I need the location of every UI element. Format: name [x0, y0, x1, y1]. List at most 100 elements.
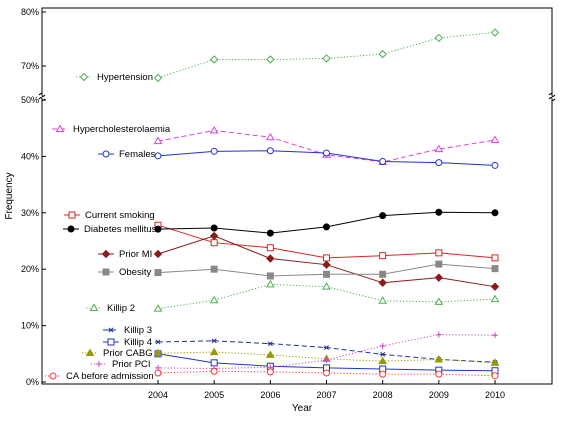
y-tick-label-lower: 0% — [26, 377, 39, 387]
y-tick-label-lower: 50% — [21, 95, 39, 105]
series-label-obesity: Obesity — [98, 267, 151, 278]
series-label-prior-mi: Prior MI — [98, 249, 152, 260]
data-point-diabetes-mellitus — [266, 229, 274, 237]
plot-border — [41, 7, 553, 385]
data-point-diabetes-mellitus — [491, 209, 499, 217]
data-point-females — [154, 152, 162, 160]
data-point-diabetes-mellitus — [210, 224, 218, 232]
legend-marker-killip-4 — [107, 338, 115, 346]
legend-marker-hypertension — [79, 72, 89, 82]
series-label-text-hypertension: Hypertension — [97, 72, 153, 83]
series-label-diabetes-mellitus: Diabetes mellitus — [63, 224, 157, 235]
series-label-text-current-smoking: Current smoking — [85, 210, 155, 221]
data-point-females — [491, 161, 499, 169]
x-tick-label: 2010 — [485, 390, 505, 400]
axis-break-left-mask — [39, 94, 45, 100]
data-point-diabetes-mellitus — [154, 225, 162, 233]
axis-break-right-bottom — [548, 97, 556, 101]
axis-break-right-top — [548, 93, 556, 97]
data-point-females — [379, 157, 387, 165]
series-label-text-prior-cabg: Prior CABG — [103, 348, 153, 359]
series-labels: Hypertension Hypercholesterolaemia Females… — [45, 72, 171, 382]
series-ca-before-admission — [154, 367, 499, 380]
y-tick-label-lower: 10% — [21, 321, 39, 331]
y-tick-label-upper: 70% — [21, 61, 39, 71]
series-label-text-females: Females — [119, 149, 156, 160]
legend-marker-current-smoking — [68, 211, 76, 219]
data-point-obesity — [323, 270, 330, 278]
data-point-hypertension — [378, 49, 387, 59]
data-point-hypertension — [153, 73, 163, 83]
series-hypercholesterolaemia — [153, 125, 500, 166]
data-point-obesity — [154, 269, 162, 277]
series-hypertension — [153, 28, 500, 83]
legend-marker-killip-3 — [108, 327, 114, 333]
data-point-hypertension — [209, 55, 219, 64]
series-label-females: Females — [98, 149, 156, 160]
series-label-text-killip-4: Killip 4 — [124, 337, 152, 348]
data-point-females — [435, 159, 443, 167]
data-point-killip-3 — [155, 339, 161, 345]
plot-frame — [38, 7, 556, 385]
data-point-prior-mi — [322, 260, 331, 269]
data-point-current-smoking — [379, 252, 387, 260]
data-point-killip-2 — [490, 294, 500, 303]
data-point-ca-before-admission — [266, 368, 274, 376]
data-point-ca-before-admission — [210, 367, 218, 375]
data-point-prior-cabg — [490, 358, 500, 366]
series-killip-2 — [153, 279, 500, 312]
data-point-prior-mi — [434, 273, 444, 282]
data-point-prior-mi — [378, 278, 387, 287]
data-point-killip-2 — [378, 296, 388, 304]
data-point-diabetes-mellitus — [379, 212, 387, 220]
series-prior-mi — [153, 231, 500, 291]
data-point-killip-2 — [153, 304, 163, 312]
data-point-current-smoking — [210, 239, 218, 247]
series-label-hypercholesterolaemia: Hypercholesterolaemia — [52, 124, 171, 135]
data-point-hypercholesterolaemia — [490, 135, 500, 144]
legend-marker-prior-pci — [96, 361, 102, 367]
x-axis-title: Year — [292, 403, 313, 414]
data-point-killip-2 — [265, 279, 275, 288]
series-label-prior-cabg: Prior CABG — [82, 348, 153, 359]
y-tick-label-upper: 80% — [21, 7, 39, 17]
series-label-current-smoking: Current smoking — [64, 210, 155, 221]
data-point-obesity — [210, 265, 218, 273]
data-point-prior-mi — [209, 231, 219, 241]
data-point-killip-3 — [267, 341, 274, 347]
data-point-diabetes-mellitus — [323, 223, 330, 231]
axes: Frequency Year 70% 80% 0% 10% 20% 30% 40% 50% 20… — [4, 7, 505, 414]
data-point-hypertension — [490, 28, 500, 37]
y-tick-label-lower: 30% — [21, 208, 39, 218]
data-point-obesity — [435, 260, 443, 268]
data-point-obesity — [379, 270, 387, 278]
data-point-killip-2 — [209, 295, 219, 304]
series-diabetes-mellitus — [154, 208, 499, 237]
y-tick-label-lower: 40% — [21, 151, 39, 161]
series-label-killip-2: Killip 2 — [86, 303, 135, 314]
data-point-prior-cabg — [209, 347, 219, 356]
x-tick-label: 2008 — [373, 390, 393, 400]
data-point-prior-cabg — [434, 354, 444, 363]
data-point-prior-cabg — [153, 348, 163, 357]
x-tick-label: 2007 — [316, 390, 336, 400]
series-line-prior-pci — [157, 334, 496, 369]
data-point-prior-mi — [153, 249, 163, 259]
series-obesity — [154, 260, 499, 280]
axis-break-left-top — [38, 93, 46, 97]
data-point-females — [210, 147, 218, 155]
series-label-killip-3: Killip 3 — [103, 325, 152, 336]
series-label-killip-4: Killip 4 — [103, 337, 152, 348]
data-point-prior-pci — [379, 342, 386, 349]
data-point-killip-3 — [211, 338, 218, 344]
series-group — [153, 28, 500, 380]
x-tick-label: 2009 — [429, 390, 449, 400]
data-point-females — [266, 147, 274, 155]
data-point-killip-3 — [379, 351, 386, 357]
data-point-killip-4 — [210, 359, 218, 367]
series-label-ca-before-admission: CA before admission — [45, 371, 154, 382]
data-point-females — [323, 149, 330, 157]
legend-marker-prior-cabg — [85, 348, 95, 356]
y-axis-title: Frequency — [4, 172, 15, 219]
